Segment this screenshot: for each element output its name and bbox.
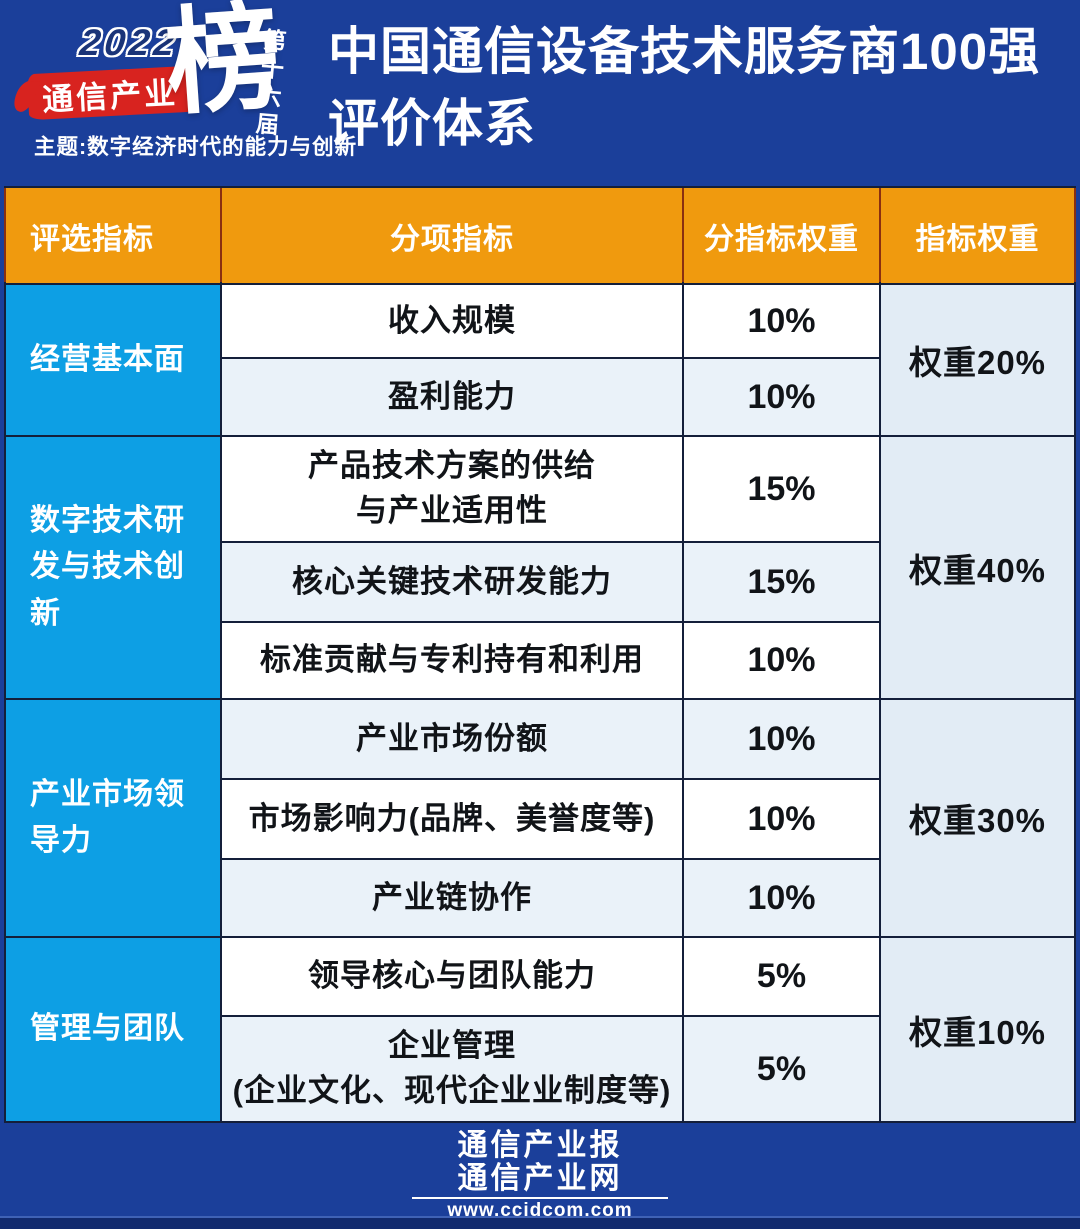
column-header-selection-indicator: 评选指标 [6,188,220,283]
sub-indicator-weight: 15% [684,543,879,621]
column-header-indicator-weight: 指标权重 [881,188,1074,283]
sub-indicator-label: 产品技术方案的供给 与产业适用性 [222,437,682,541]
sub-indicator-weight: 10% [684,623,879,698]
sub-indicator-weight: 10% [684,700,879,778]
category-market-leadership: 产业市场领导力 [6,700,220,936]
footer-url: www.ccidcom.com [447,1200,633,1221]
sub-indicator-weight: 5% [684,938,879,1015]
sub-indicator-label: 核心关键技术研发能力 [222,543,682,621]
sub-indicator-label: 产业市场份额 [222,700,682,778]
group-weight-badge: 权重20% [881,285,1074,435]
sub-indicator-weight: 5% [684,1017,879,1121]
sub-indicator-label: 企业管理 (企业文化、现代企业业制度等) [222,1017,682,1121]
column-header-sub-indicator: 分项指标 [222,188,682,283]
group-weight-badge: 权重10% [881,938,1074,1121]
footer-brand-website: 通信产业网 [457,1162,623,1195]
sub-indicator-label: 盈利能力 [222,359,682,435]
footer-divider [412,1197,668,1199]
sub-indicator-label: 收入规模 [222,285,682,357]
logo-theme-line: 主题:数字经济时代的能力与创新 [34,135,358,159]
sub-indicator-label: 市场影响力(品牌、美誉度等) [222,780,682,858]
group-weight-badge: 权重40% [881,437,1074,698]
event-logo: 2022 通信产业 榜 第十六届 主题:数字经济时代的能力与创新 [0,0,356,186]
sub-indicator-label: 产业链协作 [222,860,682,936]
evaluation-table: 评选指标 分项指标 分指标权重 指标权重 经营基本面 收入规模 10% 盈利能力… [4,186,1076,1123]
sub-indicator-weight: 15% [684,437,879,541]
footer-brand-newspaper: 通信产业报 [457,1129,623,1162]
category-digital-rnd-innovation: 数字技术研发与技术创新 [6,437,220,698]
group-weight-badge: 权重30% [881,700,1074,936]
category-business-fundamentals: 经营基本面 [6,285,220,435]
sub-indicator-weight: 10% [684,285,879,357]
sub-indicator-label: 标准贡献与专利持有和利用 [222,623,682,698]
column-header-sub-indicator-weight: 分指标权重 [684,188,879,283]
sub-indicator-weight: 10% [684,780,879,858]
sub-indicator-label: 领导核心与团队能力 [222,938,682,1015]
sub-indicator-weight: 10% [684,860,879,936]
footer-banner: 通信产业报 通信产业网 www.ccidcom.com [0,1123,1080,1229]
category-management-team: 管理与团队 [6,938,220,1121]
page-title: 中国通信设备技术服务商100强 评价体系 [328,23,1041,153]
sub-indicator-weight: 10% [684,359,879,435]
top-banner: 2022 通信产业 榜 第十六届 主题:数字经济时代的能力与创新 中国通信设备技… [0,0,1080,186]
